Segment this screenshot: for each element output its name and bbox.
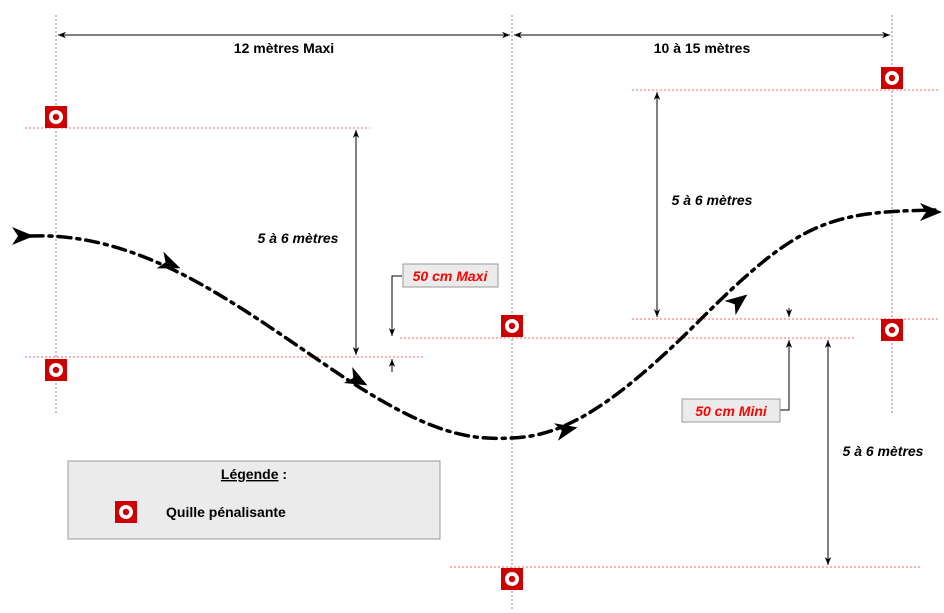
maxi-callout: 50 cm Maxi [388,263,499,372]
penalty-cone-icon [45,106,67,128]
penalty-cone-icon [881,67,903,89]
legend: Légende : Quille pénalisante [67,460,441,540]
right-lower-lateral-label: 5 à 6 mètres [843,443,924,459]
vertical-guides [55,15,893,610]
chevron-right-icon [920,203,942,221]
maxi-callout-label: 50 cm Maxi [413,268,489,284]
left-lateral-label: 5 à 6 mètres [258,230,339,246]
chevron-right-icon [12,227,34,245]
penalty-cone-icon [501,568,523,590]
right-upper-lateral-label: 5 à 6 mètres [672,192,753,208]
legend-heading: Légende : [221,466,287,482]
legend-item-label: Quille pénalisante [166,504,286,520]
chevron-right-icon [156,251,181,269]
mini-callout-label: 50 cm Mini [695,403,768,419]
penalty-cone-icon [45,359,67,381]
chevron-right-icon [554,423,578,441]
chevron-right-icon [343,367,368,386]
chevron-right-icon [724,294,748,316]
mini-callout-box [681,398,781,423]
mini-callout: 50 cm Mini [681,308,793,423]
second-span-label: 10 à 15 mètres [654,40,751,56]
penalty-cone-icon [501,315,523,337]
legend-box [67,460,441,540]
penalty-cone-icon [115,501,137,523]
penalty-cone-icon [881,319,903,341]
trajectory-path [28,208,937,441]
first-span-label: 12 mètres Maxi [234,40,334,56]
maxi-callout-box [402,263,499,288]
direction-arrows [12,203,942,441]
legend-title: Légende [221,466,279,482]
legend-separator: : [279,466,288,482]
